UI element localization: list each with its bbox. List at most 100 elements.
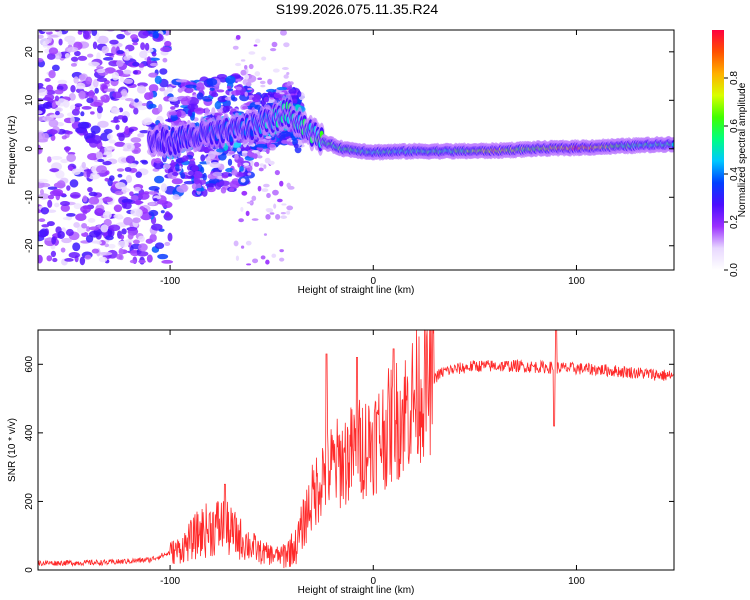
spectrogram-cell bbox=[81, 222, 88, 229]
spectrogram-cell bbox=[81, 106, 92, 110]
spectrogram-cell bbox=[83, 130, 89, 137]
spectrogram-cell bbox=[175, 163, 180, 172]
spectrogram-cell bbox=[229, 180, 240, 189]
spectrogram-cell bbox=[72, 242, 81, 252]
spectrogram-cell bbox=[251, 94, 262, 103]
spectrogram-cell bbox=[172, 194, 180, 200]
spectrogram-cell bbox=[216, 148, 226, 153]
spectrogram-cell bbox=[56, 30, 63, 37]
spectrogram-x-axis-label: Height of straight line (km) bbox=[298, 285, 415, 296]
spectrogram-cell bbox=[287, 185, 295, 190]
spectrogram-cell bbox=[264, 157, 271, 164]
spectrogram-cell bbox=[47, 199, 53, 208]
spectrogram-cell bbox=[96, 105, 103, 114]
spectrogram-cell bbox=[78, 74, 86, 81]
spectrogram-cell bbox=[51, 236, 57, 245]
spectrogram-cell bbox=[138, 243, 148, 252]
snr-x-ticks: -100 0 100 bbox=[160, 330, 585, 587]
spectrogram-cell bbox=[44, 78, 51, 82]
spectrogram-cell bbox=[246, 201, 253, 204]
spectrogram-cell bbox=[108, 139, 116, 144]
spectrogram-cell bbox=[196, 92, 204, 100]
snr-y-axis-label: SNR (10 * v/v) bbox=[7, 418, 18, 482]
spectrogram-cell bbox=[116, 115, 125, 120]
spectrogram-cell bbox=[44, 20, 54, 24]
spectrogram-cell bbox=[96, 68, 106, 74]
spectrogram-cell bbox=[116, 33, 126, 40]
spectrogram-cell bbox=[164, 40, 172, 47]
spectrogram-cell bbox=[263, 183, 270, 188]
spectrogram-cell bbox=[248, 63, 254, 70]
spectrogram-cell bbox=[160, 210, 165, 214]
spectrogram-cell bbox=[146, 254, 153, 263]
spectrogram-cell bbox=[51, 64, 60, 72]
spectrogram-cell bbox=[102, 211, 112, 219]
spectrogram-cell bbox=[66, 213, 76, 217]
spectrogram-cell bbox=[235, 86, 242, 91]
snr-x-axis-label: Height of straight line (km) bbox=[298, 585, 415, 596]
spectrogram-cell bbox=[75, 82, 86, 90]
spectrogram-cell bbox=[55, 110, 60, 116]
spectrogram-cell bbox=[79, 256, 86, 266]
spectrogram-cell bbox=[96, 240, 102, 245]
spectrogram-cell bbox=[48, 119, 59, 128]
spectrogram-cell bbox=[157, 253, 169, 260]
colorbar-tick-label: 0.0 bbox=[729, 263, 740, 277]
spectrogram-cell bbox=[98, 256, 108, 263]
spectrogram-cell bbox=[46, 221, 55, 227]
spectrogram-cell bbox=[106, 133, 113, 140]
spectrogram-cell bbox=[267, 91, 273, 96]
spectrogram-cell bbox=[63, 24, 73, 28]
spectrogram-cell bbox=[232, 45, 239, 50]
spectrogram-cell bbox=[124, 125, 130, 135]
spectrogram-cell bbox=[122, 19, 133, 28]
spectrogram-cell bbox=[159, 68, 168, 75]
spectrogram-y-ticks: -20 -10 0 10 20 bbox=[24, 46, 674, 253]
spectrogram-cell bbox=[123, 69, 132, 75]
spectrogram-cell bbox=[229, 187, 235, 192]
spectrogram-cell bbox=[272, 68, 280, 73]
spectrogram-cell bbox=[92, 134, 102, 144]
spectrogram-cell bbox=[109, 175, 115, 182]
spectrogram-cell bbox=[155, 23, 161, 28]
spectrogram-cell bbox=[195, 187, 205, 192]
spectrogram-cell bbox=[74, 103, 83, 108]
spectrogram-cell bbox=[150, 62, 159, 67]
spectrogram-cell bbox=[161, 259, 174, 264]
spectrogram-cell bbox=[127, 232, 134, 240]
snr-y-tick-label: 0 bbox=[24, 567, 35, 573]
snr-x-tick-label: 100 bbox=[568, 576, 585, 587]
spectrogram-cell bbox=[69, 191, 81, 199]
spectrogram-cell bbox=[247, 172, 252, 176]
spectrogram-cell bbox=[166, 86, 174, 93]
spectrogram-cell bbox=[64, 35, 76, 43]
spectrogram-cell bbox=[148, 57, 160, 61]
spectrogram-cell bbox=[91, 30, 98, 36]
spectrogram-cell bbox=[38, 193, 50, 200]
spectrogram-cell bbox=[226, 85, 232, 90]
spectrogram-cell bbox=[129, 191, 134, 197]
spectrogram-cell bbox=[265, 148, 270, 155]
spectrogram-cell bbox=[272, 189, 279, 196]
spectrogram-cell bbox=[225, 75, 236, 85]
spectrogram-cell bbox=[259, 80, 266, 85]
spectrogram-cell bbox=[46, 129, 58, 135]
spectrogram-cell bbox=[170, 106, 176, 110]
spectrogram-cell bbox=[281, 203, 287, 206]
spectrogram-cell bbox=[177, 87, 183, 93]
spectrogram-cell bbox=[152, 31, 159, 39]
spectrogram-cell bbox=[75, 213, 87, 221]
spectrogram-cell bbox=[182, 155, 189, 162]
spectrogram-cell bbox=[119, 234, 125, 240]
spectrogram-cell bbox=[174, 104, 179, 108]
spectrogram-cell bbox=[54, 30, 61, 32]
spectrogram-cell bbox=[139, 130, 150, 134]
spectrogram-cell bbox=[127, 30, 139, 34]
spectrogram-cell bbox=[86, 168, 91, 178]
spectrogram-cell bbox=[265, 136, 272, 139]
spectrogram-cell bbox=[38, 254, 43, 264]
spectrogram-cell bbox=[94, 208, 104, 216]
spectrogram-cell bbox=[88, 226, 100, 231]
spectrogram-cell bbox=[273, 92, 283, 99]
spectrogram-cell bbox=[281, 67, 289, 70]
